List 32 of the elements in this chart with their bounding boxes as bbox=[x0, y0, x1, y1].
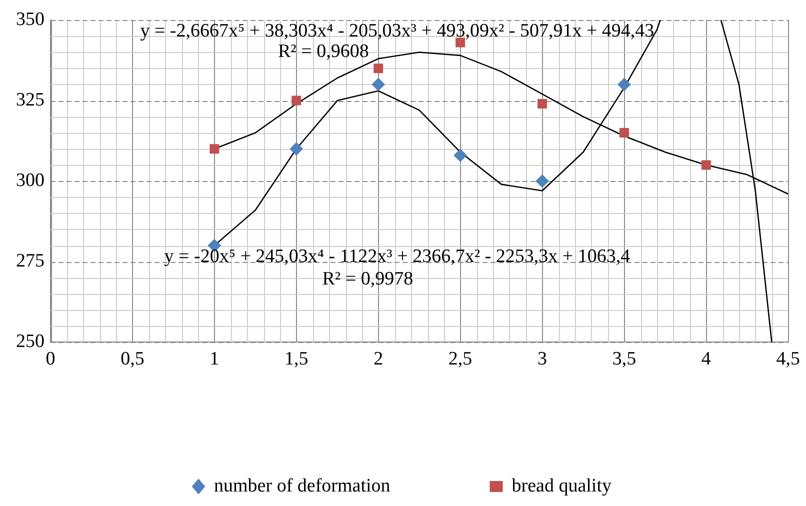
point bbox=[372, 78, 385, 91]
point bbox=[538, 99, 547, 109]
point bbox=[290, 142, 303, 156]
point bbox=[701, 160, 711, 170]
y-tick-label: 300 bbox=[16, 170, 44, 192]
x-tick-label: 2 bbox=[374, 348, 384, 370]
x-tick-label: 0,5 bbox=[120, 348, 144, 370]
point bbox=[619, 128, 629, 138]
annotation: R² = 0,9978 bbox=[322, 268, 414, 290]
legend-label: bread quality bbox=[512, 475, 612, 496]
y-tick-label: 250 bbox=[16, 331, 44, 352]
point bbox=[210, 144, 220, 154]
point bbox=[374, 64, 384, 74]
point bbox=[454, 148, 467, 162]
x-tick-label: 3,5 bbox=[612, 348, 636, 370]
legend-label: number of deformation bbox=[214, 475, 391, 496]
annotation: y = -20x⁵ + 245,03x⁴ - 1122x³ + 2366,7x² - 2253,3x + 1063,4 bbox=[164, 246, 631, 267]
y-tick-label: 350 bbox=[16, 8, 44, 30]
x-tick-label: 1 bbox=[210, 348, 220, 370]
x-tick-label: 3 bbox=[538, 348, 547, 370]
x-tick-label: 2,5 bbox=[448, 348, 472, 370]
point bbox=[292, 96, 302, 106]
annotation: y = -2,6667x⁵ + 38,303x⁴ - 205,03x³ + 493,09x² - 507,91x + 494,43 bbox=[140, 20, 654, 42]
y-tick-label: 325 bbox=[16, 90, 44, 111]
point bbox=[536, 174, 549, 188]
x-tick-label: 4 bbox=[701, 348, 712, 370]
y-tick-label: 275 bbox=[16, 250, 44, 272]
annotation: R² = 0,9608 bbox=[278, 41, 369, 62]
x-tick-label: 1,5 bbox=[284, 348, 308, 370]
point bbox=[618, 78, 631, 91]
x-tick-label: 0 bbox=[46, 348, 56, 370]
x-tick-label: 4,5 bbox=[776, 348, 800, 370]
